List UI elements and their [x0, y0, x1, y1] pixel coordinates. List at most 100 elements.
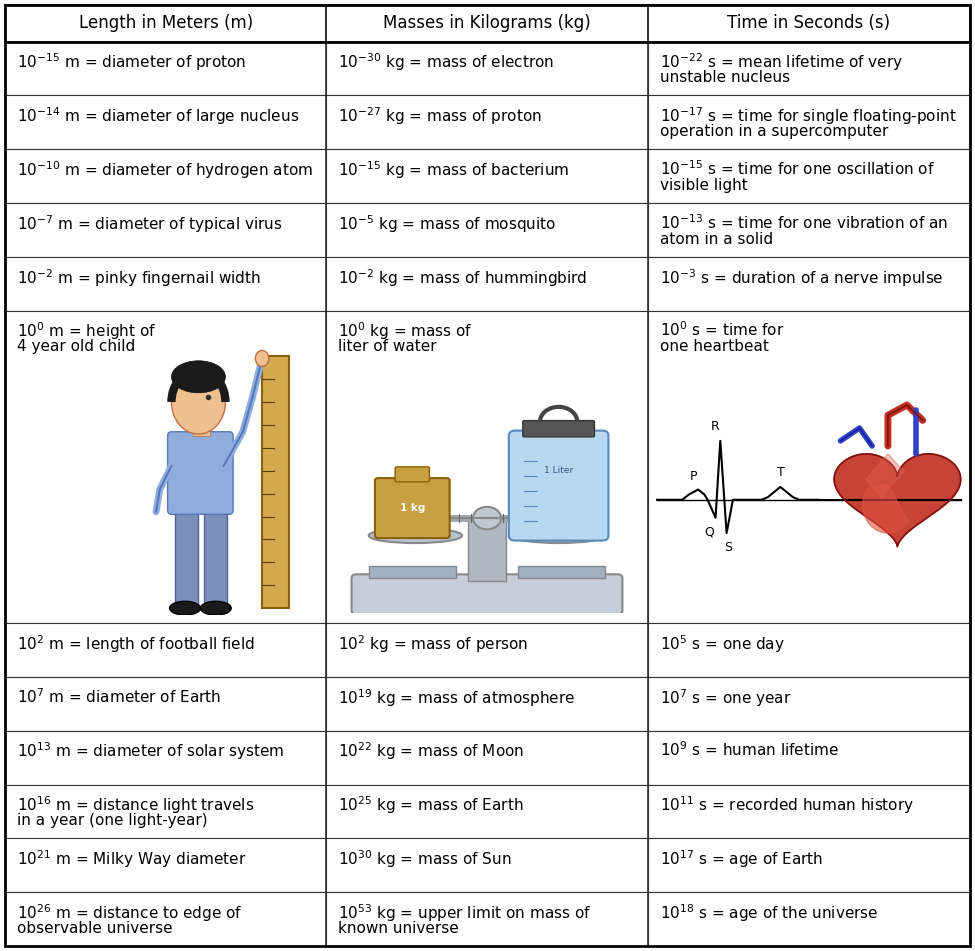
- Bar: [5, 623, 327, 677]
- Polygon shape: [835, 454, 960, 547]
- Text: $10^{25}$ kg = mass of Earth: $10^{25}$ kg = mass of Earth: [338, 794, 524, 816]
- Text: $10^{-15}$ s = time for one oscillation of: $10^{-15}$ s = time for one oscillation …: [660, 159, 935, 178]
- Text: $10^{-22}$ s = mean lifetime of very: $10^{-22}$ s = mean lifetime of very: [660, 51, 903, 73]
- Text: $10^{-15}$ m = diameter of proton: $10^{-15}$ m = diameter of proton: [17, 51, 247, 73]
- Bar: [327, 42, 647, 95]
- Bar: [327, 785, 647, 839]
- Bar: [327, 149, 647, 203]
- Bar: [647, 5, 970, 42]
- Text: $10^{2}$ kg = mass of person: $10^{2}$ kg = mass of person: [338, 633, 528, 654]
- Circle shape: [255, 351, 269, 366]
- Bar: [647, 203, 970, 257]
- Bar: [327, 203, 647, 257]
- Text: $10^{30}$ kg = mass of Sun: $10^{30}$ kg = mass of Sun: [338, 848, 512, 870]
- Text: Q: Q: [704, 525, 714, 538]
- Text: $10^{-17}$ s = time for single floating-point: $10^{-17}$ s = time for single floating-…: [660, 106, 956, 127]
- Ellipse shape: [170, 601, 201, 615]
- Bar: [176, 505, 199, 609]
- Ellipse shape: [201, 601, 231, 615]
- Text: R: R: [711, 420, 720, 433]
- Bar: [5, 785, 327, 839]
- Text: one heartbeat: one heartbeat: [660, 340, 768, 354]
- Bar: [647, 785, 970, 839]
- Text: liter of water: liter of water: [338, 340, 437, 354]
- FancyBboxPatch shape: [352, 574, 622, 614]
- Text: $10^{16}$ m = distance light travels: $10^{16}$ m = distance light travels: [17, 794, 254, 816]
- Text: known universe: known universe: [338, 921, 459, 936]
- Text: unstable nucleus: unstable nucleus: [660, 70, 790, 85]
- Bar: [204, 505, 227, 609]
- Bar: [327, 892, 647, 946]
- Bar: [5, 839, 327, 892]
- Text: Length in Meters (m): Length in Meters (m): [79, 14, 253, 32]
- FancyBboxPatch shape: [375, 478, 449, 538]
- Text: visible light: visible light: [660, 178, 748, 193]
- Text: $10^{-27}$ kg = mass of proton: $10^{-27}$ kg = mass of proton: [338, 106, 542, 127]
- Text: 1 kg: 1 kg: [400, 503, 425, 514]
- Text: $10^{-2}$ kg = mass of hummingbird: $10^{-2}$ kg = mass of hummingbird: [338, 267, 588, 288]
- Ellipse shape: [512, 528, 605, 543]
- Text: $10^{13}$ m = diameter of solar system: $10^{13}$ m = diameter of solar system: [17, 741, 284, 763]
- Text: $10^{-7}$ m = diameter of typical virus: $10^{-7}$ m = diameter of typical virus: [17, 213, 283, 235]
- Text: $10^{-15}$ kg = mass of bacterium: $10^{-15}$ kg = mass of bacterium: [338, 159, 569, 181]
- Bar: [647, 149, 970, 203]
- Bar: [647, 257, 970, 311]
- Bar: [5, 892, 327, 946]
- Bar: [327, 623, 647, 677]
- Text: $10^{-2}$ m = pinky fingernail width: $10^{-2}$ m = pinky fingernail width: [17, 267, 261, 288]
- Text: $10^{19}$ kg = mass of atmosphere: $10^{19}$ kg = mass of atmosphere: [338, 687, 575, 708]
- Bar: [5, 203, 327, 257]
- Text: $10^{11}$ s = recorded human history: $10^{11}$ s = recorded human history: [660, 794, 914, 816]
- Bar: [369, 566, 456, 578]
- Bar: [5, 149, 327, 203]
- Text: $10^{9}$ s = human lifetime: $10^{9}$ s = human lifetime: [660, 741, 838, 760]
- Bar: [647, 892, 970, 946]
- Bar: [518, 566, 605, 578]
- Bar: [327, 95, 647, 149]
- FancyBboxPatch shape: [395, 467, 429, 482]
- Bar: [647, 730, 970, 785]
- Bar: [327, 730, 647, 785]
- Text: $10^{22}$ kg = mass of Moon: $10^{22}$ kg = mass of Moon: [338, 741, 525, 763]
- Bar: [327, 677, 647, 730]
- Bar: [647, 42, 970, 95]
- Bar: [647, 839, 970, 892]
- Bar: [327, 5, 647, 42]
- Bar: [647, 677, 970, 730]
- Text: $10^{-5}$ kg = mass of mosquito: $10^{-5}$ kg = mass of mosquito: [338, 213, 557, 235]
- Text: $10^{53}$ kg = upper limit on mass of: $10^{53}$ kg = upper limit on mass of: [338, 902, 592, 923]
- Bar: [5, 730, 327, 785]
- Bar: [468, 518, 506, 580]
- Text: $10^{0}$ s = time for: $10^{0}$ s = time for: [660, 320, 784, 340]
- Bar: [327, 839, 647, 892]
- Text: S: S: [724, 541, 732, 553]
- Text: T: T: [776, 466, 784, 479]
- Bar: [5, 95, 327, 149]
- Bar: [647, 311, 970, 623]
- Text: $10^{7}$ s = one year: $10^{7}$ s = one year: [660, 687, 791, 708]
- Text: atom in a solid: atom in a solid: [660, 231, 773, 246]
- FancyBboxPatch shape: [509, 431, 608, 540]
- Text: $10^{2}$ m = length of football field: $10^{2}$ m = length of football field: [17, 633, 254, 654]
- Circle shape: [172, 370, 225, 434]
- Bar: [5, 311, 327, 623]
- Text: Masses in Kilograms (kg): Masses in Kilograms (kg): [383, 14, 591, 32]
- FancyBboxPatch shape: [523, 420, 595, 437]
- Bar: [327, 257, 647, 311]
- Text: $10^{-13}$ s = time for one vibration of an: $10^{-13}$ s = time for one vibration of…: [660, 213, 948, 232]
- Bar: [5, 42, 327, 95]
- Text: $10^{18}$ s = age of the universe: $10^{18}$ s = age of the universe: [660, 902, 878, 923]
- Text: $10^{5}$ s = one day: $10^{5}$ s = one day: [660, 633, 785, 654]
- Bar: [327, 311, 647, 623]
- Text: in a year (one light-year): in a year (one light-year): [17, 813, 208, 828]
- Text: $10^{17}$ s = age of Earth: $10^{17}$ s = age of Earth: [660, 848, 823, 870]
- Text: P: P: [689, 470, 697, 483]
- Text: $10^{0}$ m = height of: $10^{0}$ m = height of: [17, 320, 156, 342]
- Text: observable universe: observable universe: [17, 921, 173, 936]
- Text: 1 Liter: 1 Liter: [544, 466, 573, 476]
- Text: 4 year old child: 4 year old child: [17, 340, 136, 354]
- Polygon shape: [863, 484, 909, 534]
- Bar: [262, 357, 289, 609]
- Text: $10^{-10}$ m = diameter of hydrogen atom: $10^{-10}$ m = diameter of hydrogen atom: [17, 159, 313, 181]
- Bar: [5, 257, 327, 311]
